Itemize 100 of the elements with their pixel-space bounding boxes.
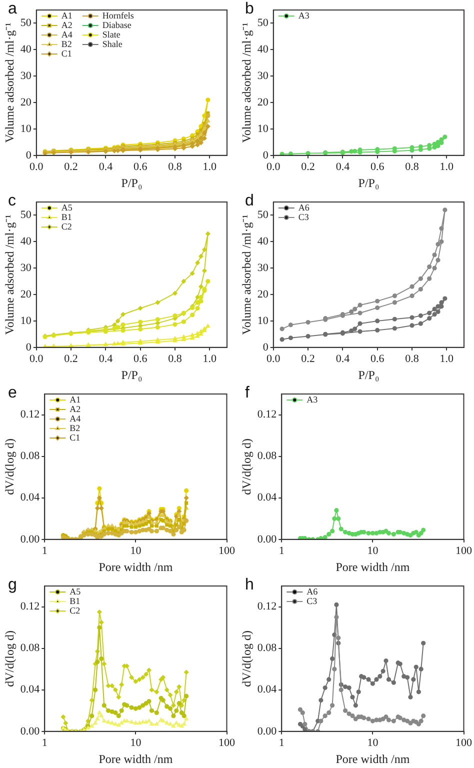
x-tick-label: 1.0 <box>202 352 218 365</box>
y-tick-label: 30 <box>257 262 269 274</box>
chart-title: d <box>245 192 254 210</box>
legend-label: A2 <box>61 20 72 30</box>
y-tick-label: 0.08 <box>257 450 278 462</box>
legend-label: Shale <box>102 38 122 49</box>
y-tick-label: 0.08 <box>257 642 278 654</box>
legend-label: C1 <box>70 432 80 442</box>
y-tick-label: 40 <box>257 236 269 248</box>
x-axis-title: Pore width /nm <box>336 752 410 766</box>
legend-label: A5 <box>61 202 73 212</box>
y-tick-label: 0.00 <box>257 533 278 546</box>
x-tick-label: 0.6 <box>133 352 148 365</box>
y-axis-title: dV/d(log d) <box>239 630 254 687</box>
x-tick-label: 10 <box>367 544 379 557</box>
y-tick-label: 50 <box>20 17 32 30</box>
chart-title: h <box>245 576 254 594</box>
legend-label: B2 <box>61 38 72 49</box>
legend-label: A5 <box>70 586 82 596</box>
legend-label: A3 <box>298 10 310 20</box>
x-tick-label: 1.0 <box>440 352 454 365</box>
y-tick-label: 20 <box>257 288 269 300</box>
y-tick-label: 40 <box>20 236 32 248</box>
y-tick-label: 0.04 <box>20 684 40 696</box>
y-tick-label: 0 <box>26 341 32 354</box>
legend-label: B1 <box>61 212 72 222</box>
x-axis-title: P/P₀ <box>121 368 142 382</box>
x-tick-label: 10 <box>130 544 142 557</box>
x-tick-label: 1 <box>42 736 48 749</box>
legend-label: A6 <box>306 586 318 596</box>
x-tick-label: 0.6 <box>370 352 385 365</box>
y-tick-label: 0 <box>26 149 32 162</box>
x-axis-title: Pore width /nm <box>98 752 174 766</box>
y-axis-title: Volume adsorbed /ml·g⁻¹ <box>239 22 254 143</box>
legend-label: C2 <box>70 605 80 616</box>
x-tick-label: 100 <box>218 544 236 557</box>
legend-label: Diabase <box>102 20 132 30</box>
y-tick-label: 0 <box>262 149 269 162</box>
y-tick-label: 0.12 <box>257 408 277 421</box>
x-axis-title: P/P₀ <box>358 368 380 382</box>
y-tick-label: 0 <box>262 341 269 354</box>
legend-label: Slate <box>102 29 120 40</box>
y-tick-label: 10 <box>20 314 32 327</box>
y-tick-label: 0.04 <box>20 492 40 504</box>
y-tick-label: 30 <box>20 70 32 82</box>
x-tick-label: 0.0 <box>266 352 281 365</box>
legend-label: B2 <box>70 422 80 433</box>
legend-label: B1 <box>70 596 80 606</box>
x-tick-label: 1 <box>278 736 284 749</box>
x-axis-title: Pore width /nm <box>98 560 174 574</box>
y-tick-label: 0.00 <box>257 725 278 738</box>
x-tick-label: 1.0 <box>202 160 218 173</box>
chart-title: c <box>8 192 16 210</box>
y-tick-label: 50 <box>20 209 32 222</box>
y-axis-title: dV/d(log d) <box>239 438 254 495</box>
x-tick-label: 100 <box>456 544 472 557</box>
legend-label: A4 <box>61 29 73 40</box>
legend-label: A4 <box>70 413 82 424</box>
y-tick-label: 50 <box>257 209 269 222</box>
x-tick-label: 0.6 <box>133 160 148 173</box>
y-tick-label: 0.12 <box>20 408 40 421</box>
chart-title: b <box>245 0 254 18</box>
chart-title: e <box>8 384 17 402</box>
legend-label: A2 <box>70 404 81 414</box>
x-tick-label: 0.8 <box>405 352 420 365</box>
x-axis-title: P/P₀ <box>121 176 142 190</box>
x-tick-label: 10 <box>130 736 142 749</box>
x-tick-label: 1 <box>42 544 48 557</box>
y-axis-title: dV/d(log d) <box>2 438 16 495</box>
y-tick-label: 0.08 <box>20 450 40 462</box>
y-axis-title: Volume adsorbed /ml·g⁻¹ <box>239 214 254 335</box>
x-tick-label: 0.8 <box>168 352 182 365</box>
y-axis-title: Volume adsorbed /ml·g⁻¹ <box>2 22 16 143</box>
y-tick-label: 50 <box>257 17 269 30</box>
y-tick-label: 30 <box>20 262 32 274</box>
y-tick-label: 40 <box>20 44 32 56</box>
x-tick-label: 1 <box>278 544 284 557</box>
y-tick-label: 0.00 <box>20 533 40 546</box>
x-tick-label: 0.4 <box>98 160 114 173</box>
y-tick-label: 30 <box>257 70 269 82</box>
y-tick-label: 0.00 <box>20 725 40 738</box>
x-tick-label: 1.0 <box>440 160 454 173</box>
x-axis-title: Pore width /nm <box>336 560 410 574</box>
x-tick-label: 100 <box>456 736 472 749</box>
x-tick-label: 0.4 <box>336 352 350 365</box>
x-tick-label: 0.8 <box>405 160 420 173</box>
x-tick-label: 0.4 <box>98 352 114 365</box>
y-tick-label: 0.04 <box>257 492 278 504</box>
y-tick-label: 20 <box>20 288 32 300</box>
x-tick-label: 0.0 <box>30 160 44 173</box>
legend-label: C2 <box>61 221 72 232</box>
y-tick-label: 10 <box>257 122 269 135</box>
y-tick-label: 0.12 <box>257 600 277 613</box>
legend-label: A1 <box>61 10 72 20</box>
y-axis-title: dV/d(log d) <box>2 630 16 687</box>
y-tick-label: 10 <box>20 122 32 135</box>
x-tick-label: 0.2 <box>64 160 78 173</box>
y-axis-title: Volume adsorbed /ml·g⁻¹ <box>2 214 16 335</box>
x-tick-label: 0.2 <box>301 352 315 365</box>
y-tick-label: 40 <box>257 44 269 56</box>
